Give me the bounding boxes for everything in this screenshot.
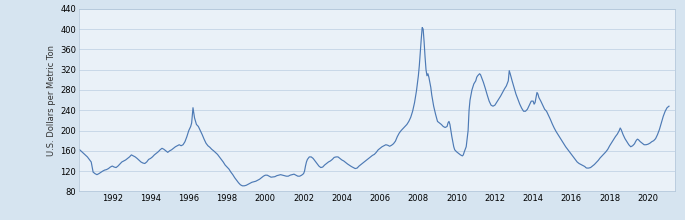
Y-axis label: U.S. Dollars per Metric Ton: U.S. Dollars per Metric Ton	[47, 45, 56, 156]
